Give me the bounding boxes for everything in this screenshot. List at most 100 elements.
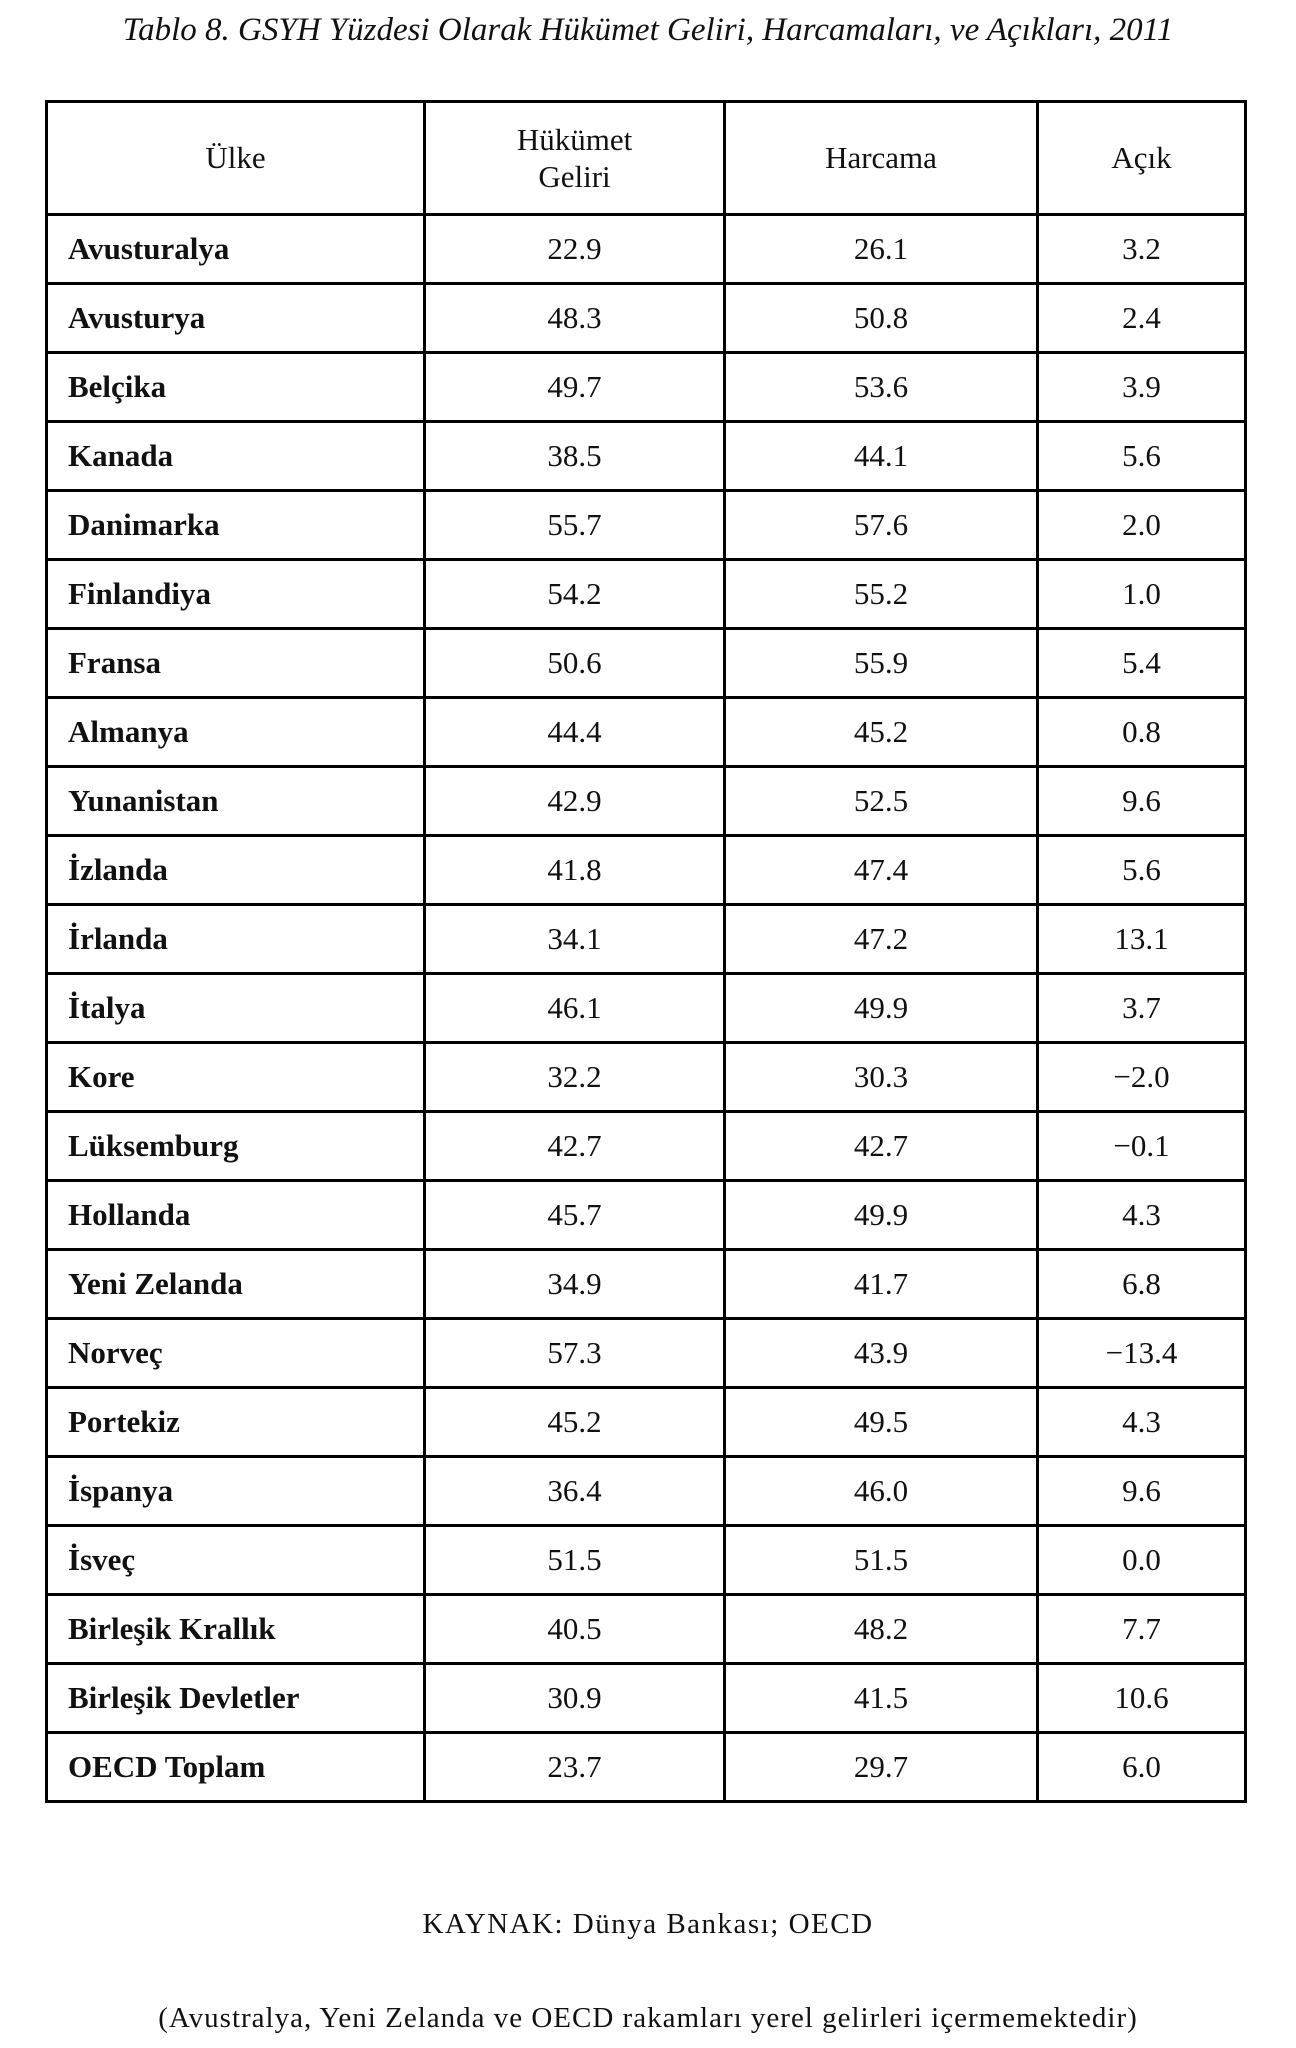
value-cell: 2.4 <box>1036 282 1247 354</box>
header-text: Hükümet Geliri <box>516 121 633 194</box>
value-cell: 53.6 <box>723 351 1039 423</box>
value-cell: 30.3 <box>723 1041 1039 1113</box>
value-cell: 23.7 <box>423 1731 726 1803</box>
country-cell: Fransa <box>45 627 426 699</box>
value-cell: 5.6 <box>1036 834 1247 906</box>
header-cell: Ülke <box>45 100 426 216</box>
value-cell: 57.3 <box>423 1317 726 1389</box>
value-cell: −13.4 <box>1036 1317 1247 1389</box>
country-cell: Portekiz <box>45 1386 426 1458</box>
value-cell: 49.9 <box>723 972 1039 1044</box>
value-cell: 26.1 <box>723 213 1039 285</box>
country-cell: Finlandiya <box>45 558 426 630</box>
value-cell: 48.3 <box>423 282 726 354</box>
value-cell: 34.9 <box>423 1248 726 1320</box>
country-cell: İspanya <box>45 1455 426 1527</box>
table-row: Yunanistan 42.9 52.5 9.6 <box>45 765 1247 837</box>
value-cell: 46.1 <box>423 972 726 1044</box>
table-row: OECD Toplam 23.7 29.7 6.0 <box>45 1731 1247 1803</box>
table-body: Avusturalya 22.9 26.1 3.2 Avusturya 48.3 50.8 2… <box>45 213 1247 1803</box>
value-cell: 38.5 <box>423 420 726 492</box>
table-row: Avusturya 48.3 50.8 2.4 <box>45 282 1247 354</box>
value-cell: 45.7 <box>423 1179 726 1251</box>
value-cell: 55.9 <box>723 627 1039 699</box>
value-cell: 6.0 <box>1036 1731 1247 1803</box>
value-cell: 42.9 <box>423 765 726 837</box>
country-cell: Danimarka <box>45 489 426 561</box>
value-cell: 46.0 <box>723 1455 1039 1527</box>
table-row: Lüksemburg 42.7 42.7 −0.1 <box>45 1110 1247 1182</box>
value-cell: 5.4 <box>1036 627 1247 699</box>
country-cell: Lüksemburg <box>45 1110 426 1182</box>
country-cell: Kore <box>45 1041 426 1113</box>
table-row: Avusturalya 22.9 26.1 3.2 <box>45 213 1247 285</box>
value-cell: 22.9 <box>423 213 726 285</box>
country-cell: Yeni Zelanda <box>45 1248 426 1320</box>
table-head: Ülke Hükümet Geliri Harcama Açık <box>45 100 1247 216</box>
value-cell: 49.9 <box>723 1179 1039 1251</box>
value-cell: 34.1 <box>423 903 726 975</box>
value-cell: 51.5 <box>723 1524 1039 1596</box>
country-cell: Yunanistan <box>45 765 426 837</box>
value-cell: 9.6 <box>1036 765 1247 837</box>
value-cell: 30.9 <box>423 1662 726 1734</box>
value-cell: 5.6 <box>1036 420 1247 492</box>
value-cell: −0.1 <box>1036 1110 1247 1182</box>
value-cell: 4.3 <box>1036 1179 1247 1251</box>
header-text: Açık <box>1111 140 1172 176</box>
header-cell: Harcama <box>723 100 1039 216</box>
country-cell: Hollanda <box>45 1179 426 1251</box>
table-row: Portekiz 45.2 49.5 4.3 <box>45 1386 1247 1458</box>
value-cell: 2.0 <box>1036 489 1247 561</box>
table-row: Kanada 38.5 44.1 5.6 <box>45 420 1247 492</box>
value-cell: 48.2 <box>723 1593 1039 1665</box>
table-row: Danimarka 55.7 57.6 2.0 <box>45 489 1247 561</box>
value-cell: 44.4 <box>423 696 726 768</box>
table-row: Almanya 44.4 45.2 0.8 <box>45 696 1247 768</box>
table-row: İsveç 51.5 51.5 0.0 <box>45 1524 1247 1596</box>
note: (Avustralya, Yeni Zelanda ve OECD rakaml… <box>158 2002 1138 2034</box>
value-cell: 47.4 <box>723 834 1039 906</box>
country-cell: İtalya <box>45 972 426 1044</box>
value-cell: 45.2 <box>723 696 1039 768</box>
header-cell: Açık <box>1036 100 1247 216</box>
table-row: Birleşik Krallık 40.5 48.2 7.7 <box>45 1593 1247 1665</box>
value-cell: 6.8 <box>1036 1248 1247 1320</box>
country-cell: İzlanda <box>45 834 426 906</box>
value-cell: 55.7 <box>423 489 726 561</box>
value-cell: 43.9 <box>723 1317 1039 1389</box>
value-cell: 45.2 <box>423 1386 726 1458</box>
table-row: Birleşik Devletler 30.9 41.5 10.6 <box>45 1662 1247 1734</box>
value-cell: 42.7 <box>423 1110 726 1182</box>
country-cell: Almanya <box>45 696 426 768</box>
country-cell: OECD Toplam <box>45 1731 426 1803</box>
value-cell: 1.0 <box>1036 558 1247 630</box>
value-cell: 41.8 <box>423 834 726 906</box>
country-cell: Kanada <box>45 420 426 492</box>
header-text: Ülke <box>205 140 266 176</box>
value-cell: 40.5 <box>423 1593 726 1665</box>
value-cell: 32.2 <box>423 1041 726 1113</box>
value-cell: 49.5 <box>723 1386 1039 1458</box>
value-cell: 3.2 <box>1036 213 1247 285</box>
table-row: Belçika 49.7 53.6 3.9 <box>45 351 1247 423</box>
table-row: İspanya 36.4 46.0 9.6 <box>45 1455 1247 1527</box>
value-cell: 52.5 <box>723 765 1039 837</box>
value-cell: 3.9 <box>1036 351 1247 423</box>
table-row: Norveç 57.3 43.9 −13.4 <box>45 1317 1247 1389</box>
value-cell: 47.2 <box>723 903 1039 975</box>
value-cell: 3.7 <box>1036 972 1247 1044</box>
value-cell: 41.7 <box>723 1248 1039 1320</box>
table-row: İzlanda 41.8 47.4 5.6 <box>45 834 1247 906</box>
value-cell: 54.2 <box>423 558 726 630</box>
table-row: Kore 32.2 30.3 −2.0 <box>45 1041 1247 1113</box>
value-cell: −2.0 <box>1036 1041 1247 1113</box>
value-cell: 55.2 <box>723 558 1039 630</box>
table-row: İrlanda 34.1 47.2 13.1 <box>45 903 1247 975</box>
title: Tablo 8. GSYH Yüzdesi Olarak Hükümet Gel… <box>122 12 1174 48</box>
value-cell: 7.7 <box>1036 1593 1247 1665</box>
header-cell: Hükümet Geliri <box>423 100 726 216</box>
country-cell: Birleşik Krallık <box>45 1593 426 1665</box>
